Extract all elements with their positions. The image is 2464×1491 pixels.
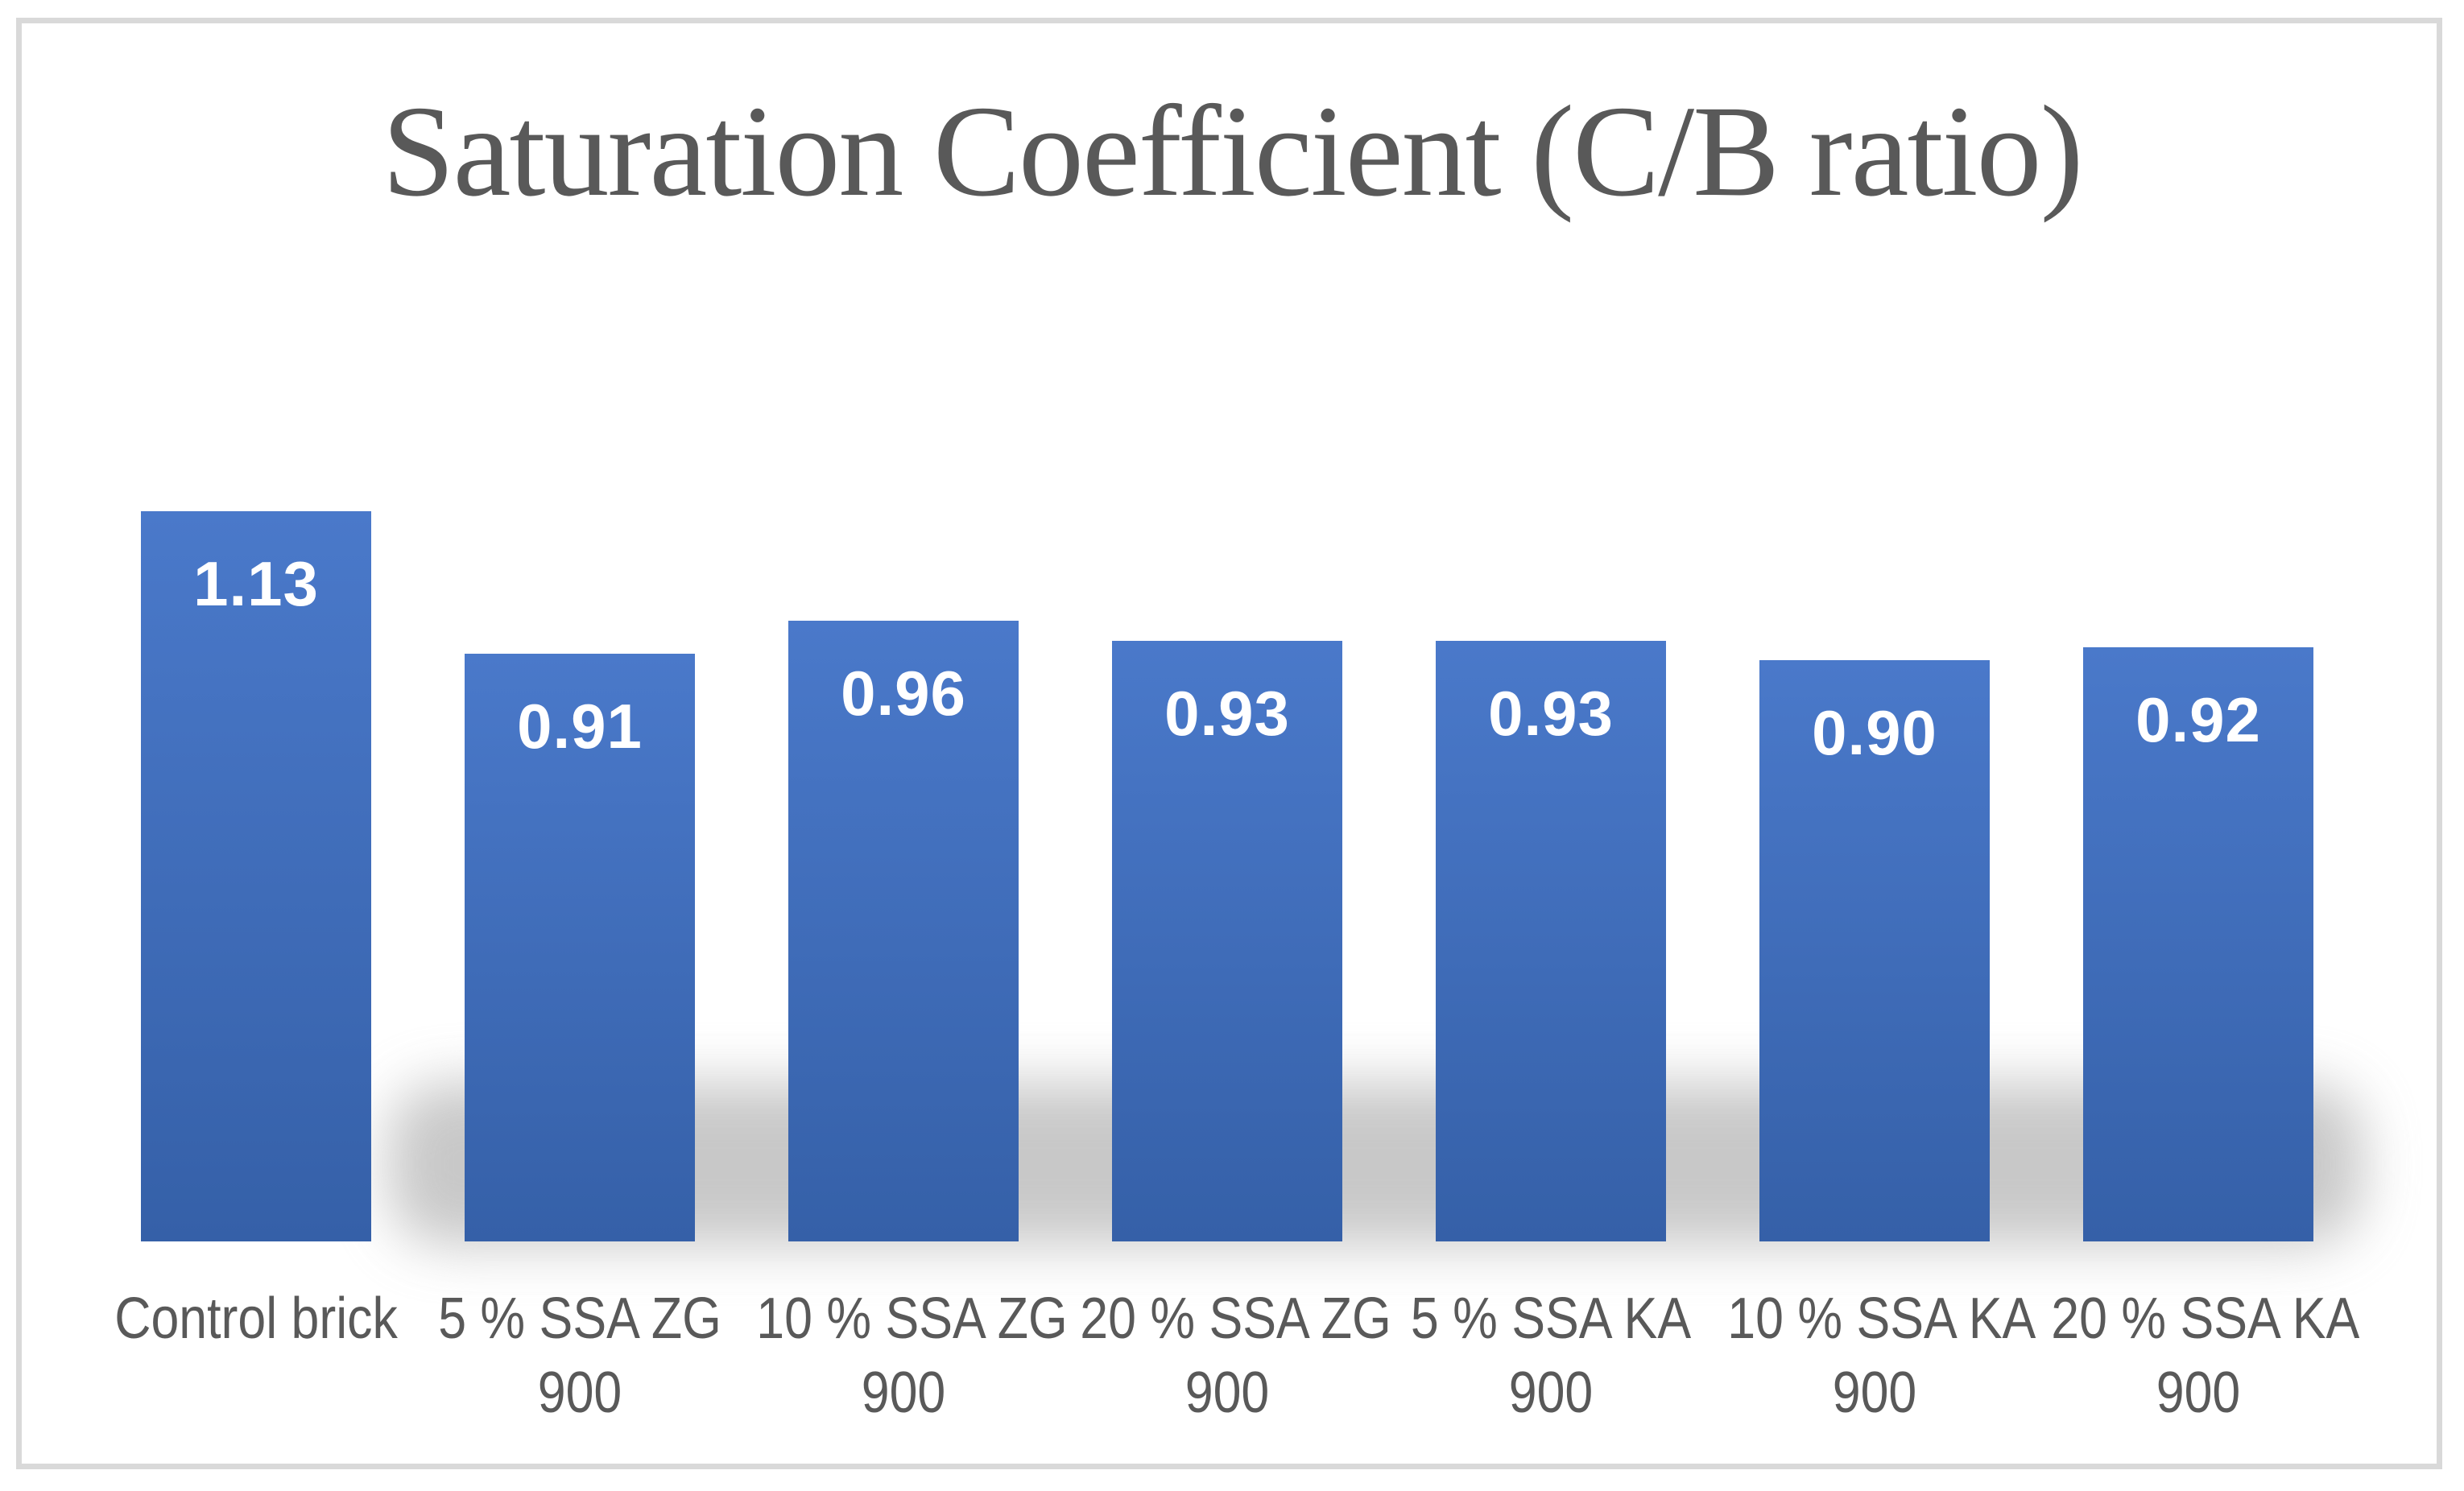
x-axis-category-label: 5 % SSA KA 900 xyxy=(1404,1282,1697,1430)
bar-data-label: 0.91 xyxy=(517,691,643,762)
x-axis-label-line: 900 xyxy=(1832,1361,1917,1425)
bar-data-label: 0.92 xyxy=(2135,684,2261,755)
x-axis-label-line: 5 % SSA KA xyxy=(1410,1287,1692,1351)
x-axis-label-line: 900 xyxy=(1508,1361,1594,1425)
x-axis-label-line: 900 xyxy=(537,1361,622,1425)
bar-data-label: 1.13 xyxy=(193,548,319,619)
bar-data-label: 0.93 xyxy=(1164,678,1290,749)
bar-data-label: 0.93 xyxy=(1488,678,1614,749)
bar-data-label: 0.96 xyxy=(841,658,966,729)
bar-data-label: 0.90 xyxy=(1812,697,1937,768)
x-axis-label-line: 10 % SSA ZG xyxy=(756,1287,1068,1351)
bar-20-ssa-zg-900: 0.93 xyxy=(1112,641,1342,1241)
bar-20-ssa-ka-900: 0.92 xyxy=(2083,647,2313,1241)
x-axis-label-line: 20 % SSA ZG xyxy=(1080,1287,1391,1351)
bar-control-brick: 1.13 xyxy=(141,511,371,1241)
bars-perspective-shadow xyxy=(388,1083,2363,1245)
chart-title: Saturation Coefficient (C/B ratio) xyxy=(382,80,2083,224)
x-axis-label-line: 5 % SSA ZG xyxy=(438,1287,721,1351)
x-axis-label-line: Control brick xyxy=(114,1287,398,1351)
x-axis-category-label: 10 % SSA KA 900 xyxy=(1727,1282,2036,1430)
bar-5-ssa-zg-900: 0.91 xyxy=(465,654,695,1241)
x-axis-category-label: Control brick xyxy=(109,1282,403,1356)
bar-10-ssa-ka-900: 0.90 xyxy=(1759,660,1990,1241)
x-axis-category-label: 10 % SSA ZG 900 xyxy=(756,1282,1068,1430)
x-axis-category-label: 5 % SSA ZG 900 xyxy=(432,1282,726,1430)
x-axis-label-line: 900 xyxy=(2156,1361,2241,1425)
x-axis-label-line: 20 % SSA KA xyxy=(2051,1287,2360,1351)
x-axis-label-line: 10 % SSA KA xyxy=(1727,1287,2036,1351)
bar-10-ssa-zg-900: 0.96 xyxy=(788,621,1019,1241)
x-axis-label-line: 900 xyxy=(861,1361,946,1425)
x-axis-category-label: 20 % SSA ZG 900 xyxy=(1080,1282,1391,1430)
x-axis-label-line: 900 xyxy=(1184,1361,1270,1425)
bar-5-ssa-ka-900: 0.93 xyxy=(1436,641,1666,1241)
x-axis-category-label: 20 % SSA KA 900 xyxy=(2051,1282,2360,1430)
